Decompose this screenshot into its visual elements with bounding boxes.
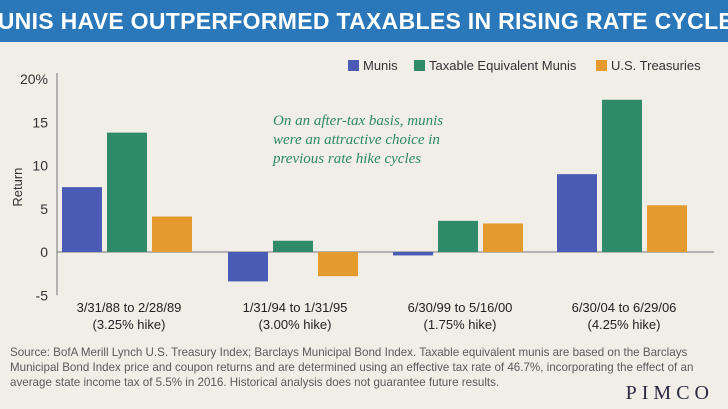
- annotation-line: previous rate hike cycles: [272, 151, 421, 167]
- annotation-line: were an attractive choice in: [273, 132, 440, 148]
- x-tick-label: 6/30/99 to 5/16/00: [408, 300, 513, 315]
- annotation-line: On an after-tax basis, munis: [273, 113, 443, 129]
- x-tick-sublabel: (1.75% hike): [424, 317, 497, 332]
- bar-u-s-treasuries-2: [483, 223, 523, 252]
- y-tick-label: 0: [40, 244, 48, 260]
- y-tick-label: -5: [36, 287, 49, 303]
- y-tick-label: 10: [32, 158, 48, 174]
- bar-u-s-treasuries-0: [152, 216, 192, 252]
- bar-munis-0: [62, 187, 102, 252]
- x-tick-sublabel: (3.25% hike): [93, 317, 166, 332]
- x-tick-sublabel: (4.25% hike): [588, 317, 661, 332]
- legend-label-0: Munis: [363, 58, 398, 73]
- x-tick-label: 1/31/94 to 1/31/95: [243, 300, 348, 315]
- bar-u-s-treasuries-1: [318, 252, 358, 277]
- bar-chart: -5 0 5 10 15 20% Return 3/31/88 to 2/28/89 (3.25…: [10, 58, 714, 332]
- legend-swatch-2: [596, 60, 607, 71]
- bar-munis-1: [228, 252, 268, 282]
- y-tick-label: 15: [32, 114, 48, 130]
- chart-title: MUNIS HAVE OUTPERFORMED TAXABLES IN RISI…: [0, 0, 728, 42]
- x-tick-sublabel: (3.00% hike): [259, 317, 332, 332]
- bar-taxable-equivalent-munis-0: [107, 132, 147, 252]
- legend-label-2: U.S. Treasuries: [611, 58, 701, 73]
- bar-taxable-equivalent-munis-3: [602, 99, 642, 252]
- bar-munis-2: [393, 252, 433, 256]
- legend-label-1: Taxable Equivalent Munis: [429, 58, 577, 73]
- y-tick-label: 5: [40, 201, 48, 217]
- bar-u-s-treasuries-3: [647, 205, 687, 252]
- bar-munis-3: [557, 174, 597, 252]
- pimco-logo: PIMCO: [625, 382, 714, 404]
- source-note: Source: BofA Merill Lynch U.S. Treasury …: [10, 346, 694, 389]
- x-tick-label: 6/30/04 to 6/29/06: [572, 300, 677, 315]
- legend-swatch-1: [414, 60, 425, 71]
- x-tick-label: 3/31/88 to 2/28/89: [77, 300, 182, 315]
- bar-taxable-equivalent-munis-2: [438, 220, 478, 252]
- y-tick-label: 20%: [20, 71, 48, 87]
- legend-swatch-0: [348, 60, 359, 71]
- bar-taxable-equivalent-munis-1: [273, 240, 313, 252]
- y-axis-label: Return: [10, 168, 25, 207]
